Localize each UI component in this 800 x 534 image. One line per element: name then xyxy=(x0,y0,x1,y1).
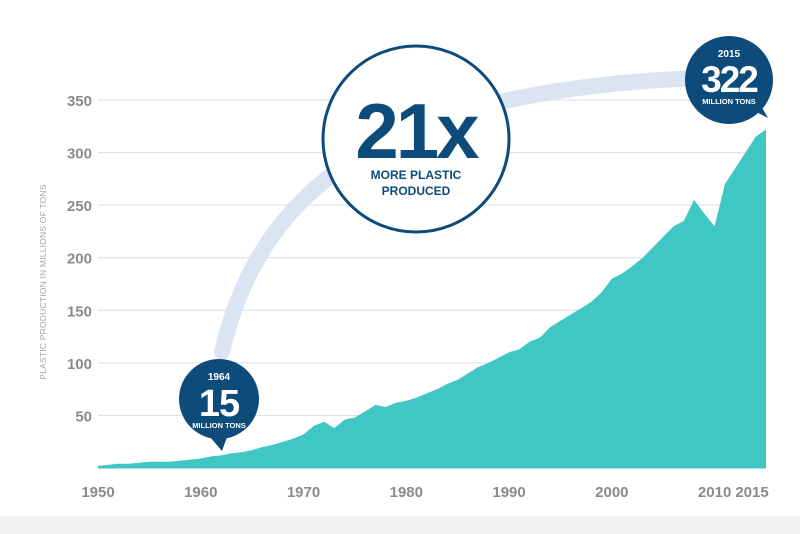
x-tick-label: 1970 xyxy=(287,484,320,501)
ratio-value: 21x xyxy=(355,87,479,175)
start-value: 15 xyxy=(199,383,240,425)
y-tick-label: 50 xyxy=(75,408,92,425)
x-tick-label: 1950 xyxy=(81,484,114,501)
y-axis-label: PLASTIC PRODUCTION IN MILLIONS OF TONS xyxy=(38,184,48,379)
y-tick-label: 300 xyxy=(67,146,92,163)
start-year: 1964 xyxy=(208,372,231,383)
end-badge-circle xyxy=(685,36,773,124)
ratio-badge: 21x MORE PLASTIC PRODUCED xyxy=(321,44,511,234)
ratio-badge-circle xyxy=(321,44,511,234)
production-area xyxy=(98,129,766,468)
x-tick-label: 2010 xyxy=(698,484,731,501)
start-unit: MILLION TONS xyxy=(192,421,246,430)
x-tick-label: 1960 xyxy=(184,484,217,501)
ratio-caption-line2: PRODUCED xyxy=(382,184,451,198)
end-year: 2015 xyxy=(718,49,741,60)
start-badge-pointer xyxy=(210,437,227,451)
y-tick-label: 100 xyxy=(67,356,92,373)
end-value: 322 xyxy=(701,59,758,100)
x-tick-labels: 1950 1960 1970 1980 1990 2000 2010 2015 xyxy=(81,484,768,501)
x-tick-label: 1980 xyxy=(390,484,423,501)
x-tick-label: 2015 xyxy=(735,484,768,501)
y-tick-label: 200 xyxy=(67,251,92,268)
x-tick-label: 2000 xyxy=(595,484,628,501)
y-tick-label: 250 xyxy=(67,198,92,215)
ratio-caption-line1: MORE PLASTIC xyxy=(371,168,462,182)
start-badge-circle xyxy=(179,359,259,439)
end-unit: MILLION TONS xyxy=(702,97,756,106)
y-tick-labels: 50 100 150 200 250 300 350 xyxy=(67,93,92,425)
start-badge: 1964 15 MILLION TONS xyxy=(179,359,259,451)
y-tick-label: 150 xyxy=(67,303,92,320)
end-badge: 2015 322 MILLION TONS xyxy=(685,36,773,124)
footer-band xyxy=(0,516,800,534)
y-tick-label: 350 xyxy=(67,93,92,110)
x-tick-label: 1990 xyxy=(492,484,525,501)
